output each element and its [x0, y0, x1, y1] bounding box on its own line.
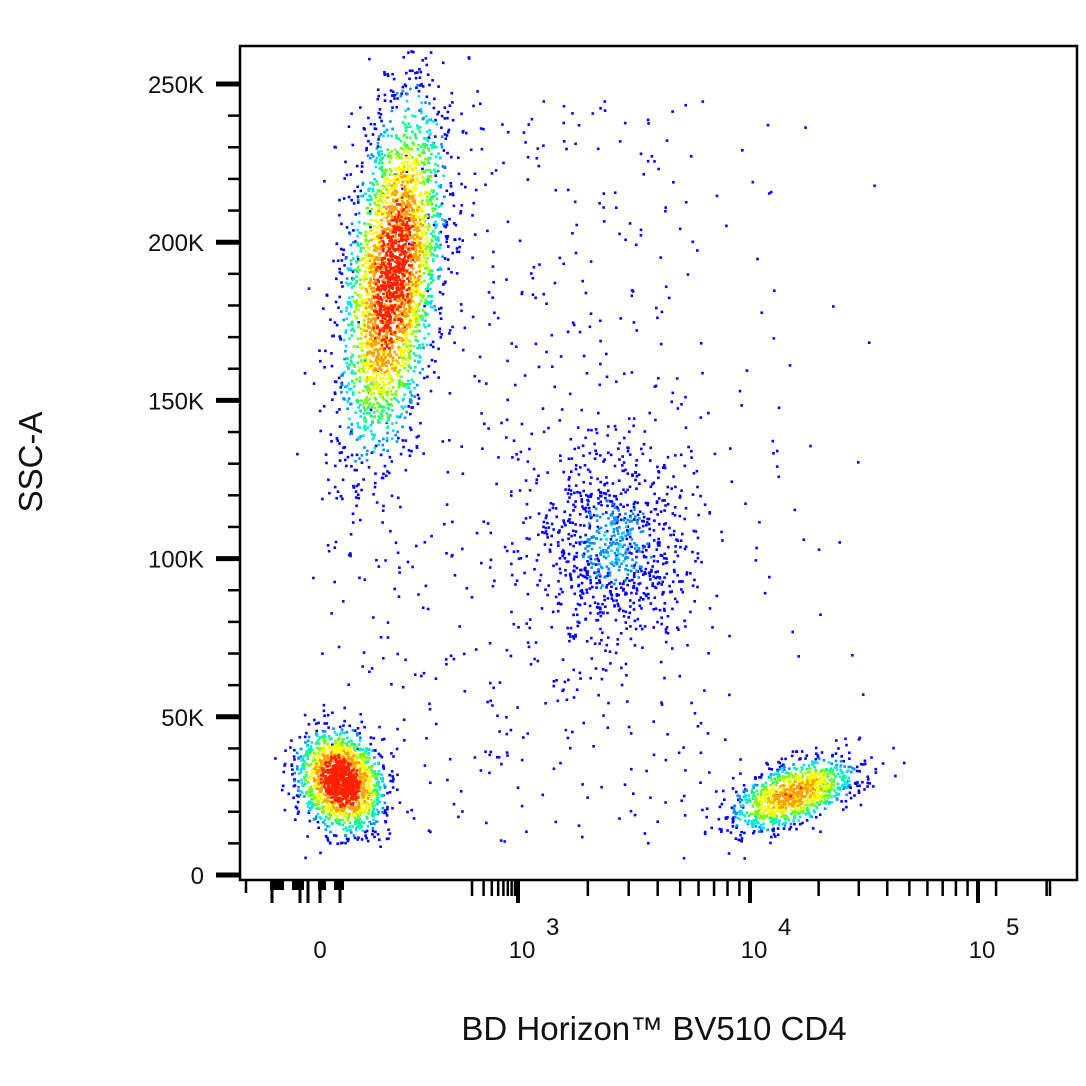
- y-tick-label: 150K: [148, 388, 204, 415]
- y-axis-title: SSC-A: [12, 412, 49, 513]
- x-tick-label: 10: [741, 937, 768, 964]
- x-tick-label: 10: [969, 937, 996, 964]
- x-linear-region-ticks: [270, 880, 284, 890]
- x-linear-region-ticks: [292, 880, 304, 890]
- y-tick-label: 50K: [161, 705, 204, 732]
- plot-frame: [238, 44, 1079, 882]
- y-tick-label: 200K: [148, 230, 204, 257]
- y-tick-label: 100K: [148, 547, 204, 574]
- x-tick-label: 0: [313, 937, 326, 964]
- event-dots: [274, 50, 906, 860]
- x-tick-exponent: 4: [778, 914, 791, 941]
- x-axis: 0 10 3 10 4 10 5: [244, 880, 1052, 964]
- x-tick-exponent: 3: [546, 914, 559, 941]
- x-tick-label: 10: [509, 937, 536, 964]
- x-axis-title: BD Horizon™ BV510 CD4: [461, 1010, 846, 1047]
- x-tick-exponent: 5: [1006, 914, 1019, 941]
- y-tick-label: 250K: [148, 72, 204, 99]
- x-linear-region-ticks: [318, 880, 326, 890]
- y-tick-label: 0: [191, 863, 204, 890]
- y-axis: 0 50K 100K 150K 200K 250K: [148, 72, 240, 890]
